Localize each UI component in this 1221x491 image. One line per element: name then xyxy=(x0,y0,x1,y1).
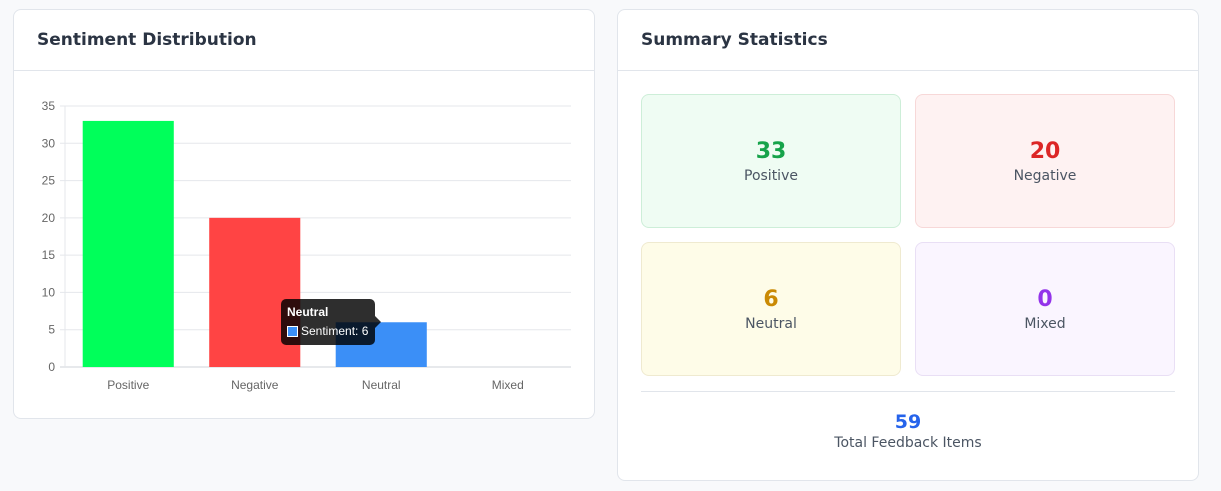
y-tick-label: 35 xyxy=(42,99,56,113)
y-tick-label: 30 xyxy=(42,136,56,150)
summary-card-header: Summary Statistics xyxy=(618,10,1198,71)
x-tick-label: Neutral xyxy=(362,378,401,392)
bar-positive xyxy=(82,120,174,367)
stat-label-negative: Negative xyxy=(1013,167,1077,184)
sentiment-bar-chart[interactable]: 0 5 10 15 20 25 30 35 Positive Negative Neutral Mix… xyxy=(14,71,596,411)
summary-statistics-card: Summary Statistics 33 Positive 20 Negati… xyxy=(617,9,1199,481)
total-feedback: 59 Total Feedback Items xyxy=(618,410,1198,451)
y-tick-label: 25 xyxy=(42,174,56,188)
stat-value-positive: 33 xyxy=(755,138,787,164)
stat-box-mixed: 0 Mixed xyxy=(915,242,1175,376)
x-tick-label: Negative xyxy=(231,378,279,392)
y-tick-label: 20 xyxy=(42,211,56,225)
summary-card-title: Summary Statistics xyxy=(641,30,828,50)
y-tick-label: 5 xyxy=(48,323,55,337)
sentiment-distribution-card: Sentiment Distribution 0 5 10 15 20 25 30 35 Pos… xyxy=(13,9,595,419)
stat-box-positive: 33 Positive xyxy=(641,94,901,228)
stat-label-mixed: Mixed xyxy=(1024,315,1066,332)
tooltip-title: Neutral xyxy=(287,305,329,319)
stat-value-neutral: 6 xyxy=(763,286,779,312)
stat-box-neutral: 6 Neutral xyxy=(641,242,901,376)
x-tick-label: Positive xyxy=(107,378,149,392)
y-tick-label: 15 xyxy=(42,248,56,262)
chart-card-header: Sentiment Distribution xyxy=(14,10,594,71)
tooltip-color-swatch xyxy=(287,325,298,337)
stat-label-neutral: Neutral xyxy=(745,315,797,332)
stat-label-positive: Positive xyxy=(744,167,798,184)
tooltip-row: Sentiment: 6 xyxy=(287,323,369,339)
stat-value-negative: 20 xyxy=(1029,138,1061,164)
tooltip-value: Sentiment: 6 xyxy=(301,324,369,338)
y-tick-label: 0 xyxy=(48,360,55,374)
x-tick-label: Mixed xyxy=(492,378,524,392)
total-feedback-value: 59 xyxy=(894,411,922,433)
stat-value-mixed: 0 xyxy=(1037,286,1053,312)
summary-divider xyxy=(641,391,1175,392)
y-tick-label: 10 xyxy=(42,285,56,299)
stat-box-negative: 20 Negative xyxy=(915,94,1175,228)
total-feedback-label: Total Feedback Items xyxy=(834,435,982,451)
chart-card-title: Sentiment Distribution xyxy=(37,30,257,50)
chart-tooltip: Neutral Sentiment: 6 xyxy=(281,299,381,345)
